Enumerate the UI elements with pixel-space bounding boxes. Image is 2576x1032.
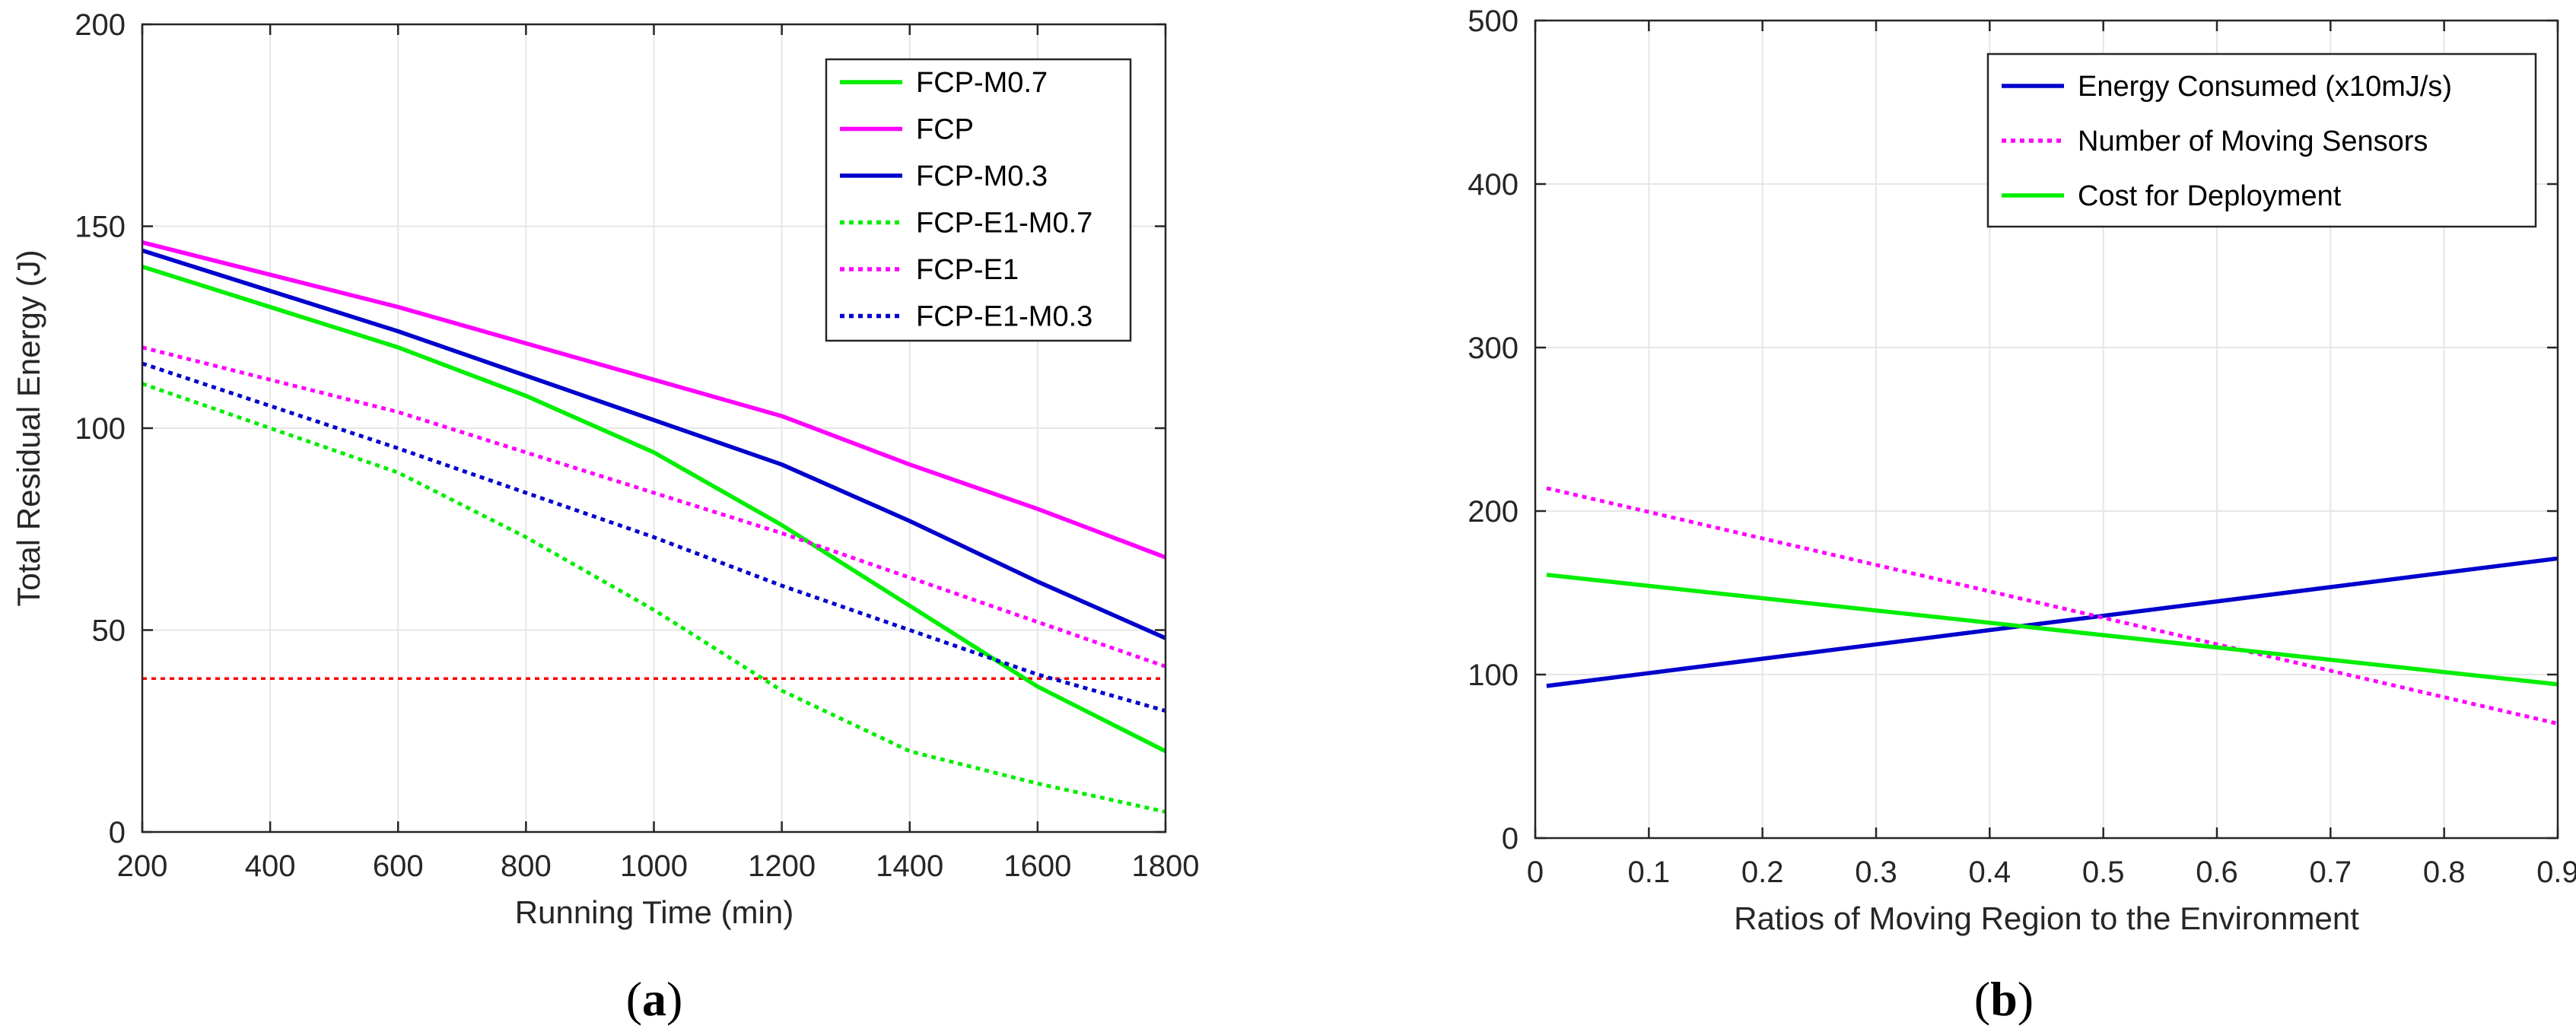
series-line (1546, 486, 2559, 726)
x-tick-label: 200 (117, 849, 168, 883)
chart-b: 0 0.1 0.2 0.3 0.4 0.5 0.6 0.7 0.8 0.9 0 100 200 300 40… (1468, 5, 2576, 1026)
x-tick-label: 400 (245, 849, 296, 883)
x-tick-label: 1400 (876, 849, 943, 883)
chart-a: 200 400 600 800 1000 1200 1400 1600 1800 0 50 100 15… (11, 8, 1199, 1026)
panel-label-a: (a) (626, 972, 683, 1026)
chart-b-frame (1534, 19, 2559, 840)
x-tick-label: 0.5 (2082, 856, 2125, 889)
legend-label: FCP (916, 114, 974, 146)
y-tick-label: 100 (75, 412, 126, 446)
series-line (142, 361, 1166, 713)
legend-label: FCP-E1 (916, 254, 1019, 286)
legend-label: FCP-M0.3 (916, 160, 1048, 192)
x-tick-label: 0.7 (2310, 856, 2352, 889)
y-tick-label: 150 (75, 211, 126, 244)
x-tick-label: 1600 (1003, 849, 1071, 883)
x-tick-label: 0.4 (1969, 856, 2012, 889)
series-line (1546, 556, 2559, 688)
x-tick-label: 0.8 (2423, 856, 2466, 889)
legend-label: FCP-E1-M0.3 (916, 301, 1092, 333)
chart-a-xlabel: Running Time (min) (515, 894, 793, 930)
chart-b-ticks: 0 0.1 0.2 0.3 0.4 0.5 0.6 0.7 0.8 0.9 0 100 200 300 40… (1468, 5, 2576, 889)
x-tick-label: 1200 (748, 849, 816, 883)
y-tick-label: 0 (1502, 822, 1519, 856)
series-line (142, 382, 1166, 814)
panel-label-b: (b) (1974, 972, 2034, 1026)
x-tick-label: 0.3 (1855, 856, 1897, 889)
chart-b-xlabel: Ratios of Moving Region to the Environme… (1734, 900, 2359, 936)
chart-b-legend: Energy Consumed (x10mJ/s) Number of Movin… (1986, 52, 2537, 228)
legend-label: FCP-M0.7 (916, 67, 1048, 99)
x-tick-label: 0.1 (1628, 856, 1671, 889)
y-tick-label: 50 (92, 614, 126, 648)
y-tick-label: 200 (75, 8, 126, 42)
legend-box (825, 58, 1132, 342)
x-tick-label: 1800 (1132, 849, 1200, 883)
chart-a-ylabel: Total Residual Energy (J) (11, 249, 46, 606)
legend-label: Number of Moving Sensors (2078, 125, 2428, 157)
x-tick-label: 0.9 (2536, 856, 2576, 889)
series-line (142, 264, 1167, 754)
chart-a-series (142, 240, 1167, 814)
y-tick-label: 400 (1468, 168, 1519, 202)
y-tick-label: 0 (109, 816, 126, 849)
legend-label: Cost for Deployment (2078, 180, 2342, 212)
x-tick-label: 800 (501, 849, 552, 883)
y-tick-label: 500 (1468, 5, 1519, 38)
legend-label: FCP-E1-M0.7 (916, 208, 1092, 240)
x-tick-label: 1000 (620, 849, 688, 883)
series-line (142, 248, 1167, 640)
chart-b-series (1546, 486, 2559, 726)
legend-box (1986, 52, 2537, 228)
chart-a-ticks: 200 400 600 800 1000 1200 1400 1600 1800 0 50 100 15… (75, 8, 1199, 883)
y-tick-label: 100 (1468, 659, 1519, 692)
x-tick-label: 0.6 (2196, 856, 2238, 889)
series-line (142, 240, 1166, 560)
y-tick-label: 300 (1468, 332, 1519, 365)
x-tick-label: 600 (373, 849, 424, 883)
series-line (1546, 573, 2559, 687)
x-tick-label: 0.2 (1741, 856, 1784, 889)
series-line (142, 345, 1166, 668)
y-tick-label: 200 (1468, 495, 1519, 529)
chart-a-legend: FCP-M0.7 FCP FCP-M0.3 FCP-E1-M0.7 FCP-E1 FCP-… (825, 58, 1132, 342)
x-tick-label: 0 (1527, 856, 1544, 889)
legend-label: Energy Consumed (x10mJ/s) (2078, 71, 2452, 103)
